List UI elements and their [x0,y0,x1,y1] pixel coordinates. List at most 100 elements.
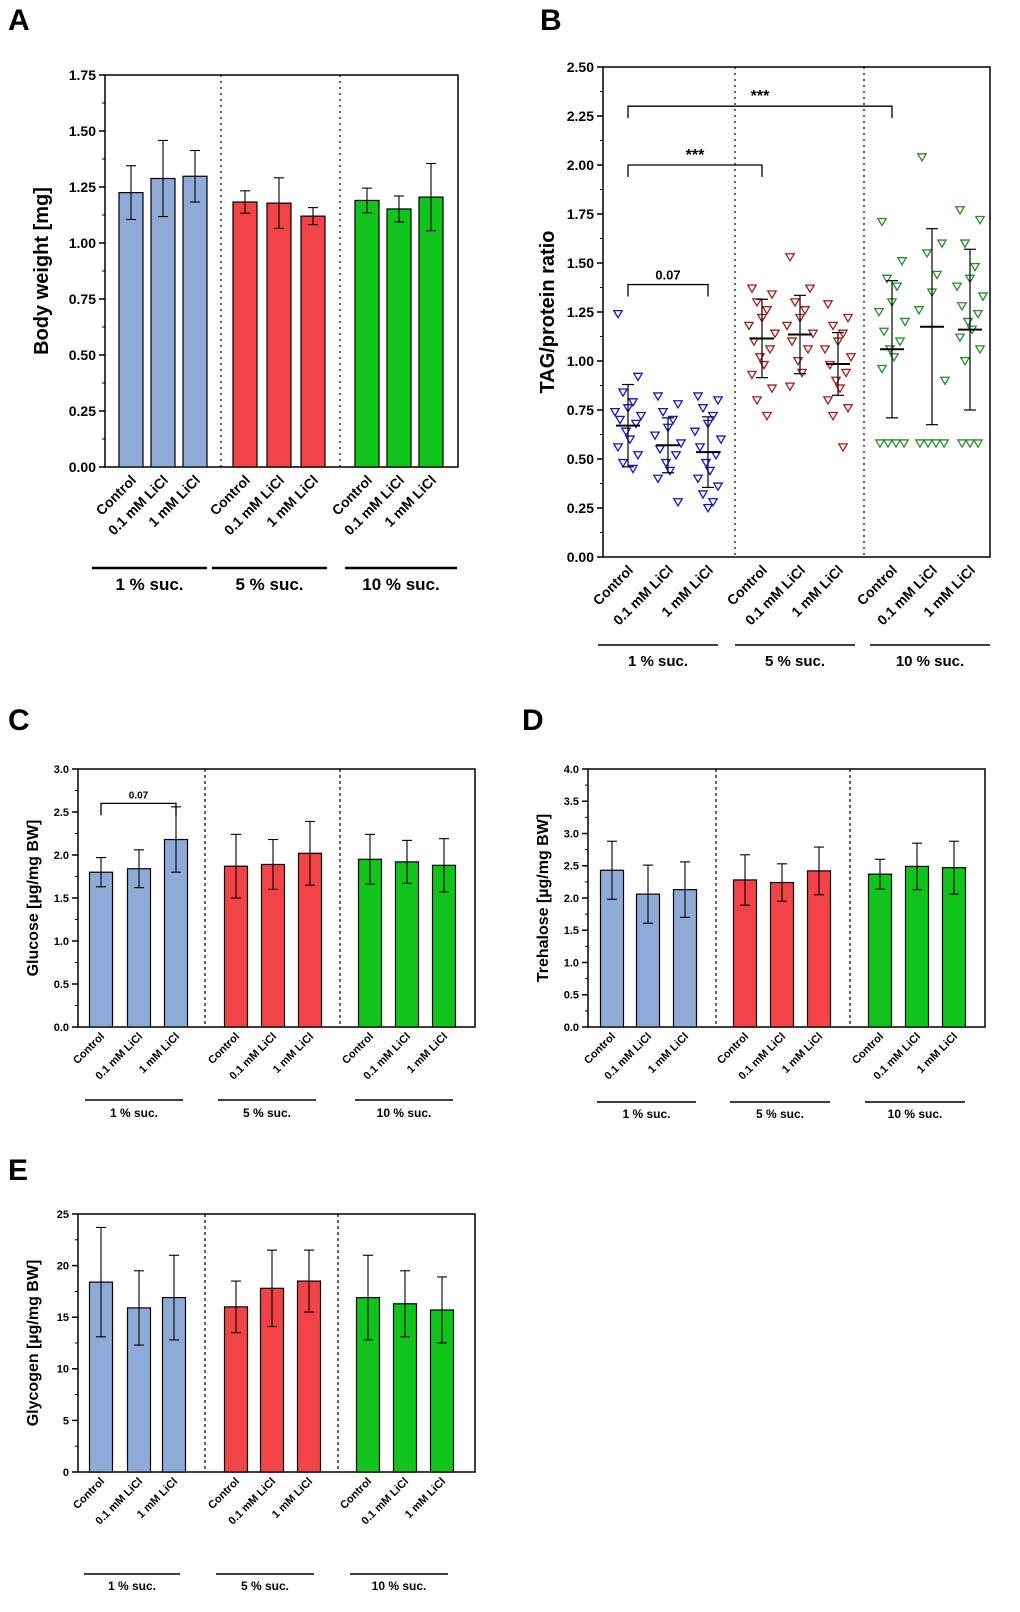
chart-c-category-label: 1 mM LiCl [137,1031,182,1076]
chart-c-ytick-label: 2.0 [54,850,69,862]
chart-e-category-label: Control [206,1476,242,1512]
chart-a-bar [386,208,412,468]
chart-c-group-label: 10 % suc. [377,1106,432,1120]
chart-d-bar [769,881,795,1028]
chart-a-ytick-label: 0.00 [69,459,96,475]
chart-a-ytick-label: 1.25 [69,179,96,195]
chart-b-point [657,407,669,418]
chart-a-ytick-label: 1.50 [69,123,96,139]
chart-c-category-label: Control [340,1031,376,1067]
chart-b-point [704,466,716,476]
chart-d-group-label: 5 % suc. [756,1107,804,1121]
chart-b-point [632,451,644,461]
panel-letter: C [8,704,30,737]
chart-b-point [660,458,672,468]
chart-b-point [936,239,948,249]
chart-c-category-label: Control [71,1031,107,1067]
chart-b-ytick-label: 0.50 [567,451,594,467]
chart-c-significance-bracket [100,802,177,816]
chart-d-ytick-label: 3.5 [564,796,579,808]
chart-d-ytick-label: 0.5 [564,990,579,1002]
chart-b-point [922,439,934,449]
chart-b-point [954,206,966,216]
chart-c-significance-label: 0.07 [129,790,149,801]
chart-e-category-label: Control [71,1476,107,1512]
chart-a-bar [182,175,208,468]
chart-b-point [921,249,933,259]
chart-b-ytick-label: 1.50 [567,255,594,271]
chart-b-point [761,306,773,316]
chart-a-ytick-label: 0.25 [69,403,96,419]
chart-b-point [609,407,621,418]
chart-a-group-label: 10 % suc. [362,575,440,594]
chart-e-ytick-label: 20 [57,1260,69,1272]
chart-b-ytick-label: 0.25 [567,500,594,516]
chart-a-ylabel: Body weight [mg] [31,187,53,355]
chart-a-bar [418,196,444,468]
chart-c-ytick-label: 0.5 [54,979,69,991]
chart-d-category-label: Control [715,1031,751,1067]
chart-b-point [754,353,766,363]
chart-d-ytick-label: 1.0 [564,957,579,969]
chart-e-ylabel: Glycogen [µg/mg BW] [25,1260,42,1427]
chart-b-point [712,396,724,406]
chart-b-point [827,321,839,331]
chart-a-bar [232,201,258,468]
chart-b-point [974,345,986,355]
chart-b-point [612,443,624,453]
chart-b-point [837,329,849,339]
chart-a: A 0.00 0.25 0.50 0.75 1.00 1.25 1.50 1.75 Body we… [8,4,459,594]
panel-letter: E [8,1154,28,1187]
chart-b-point [697,404,709,414]
chart-b: B 0.00 0.25 0.50 0.75 1.00 1.25 1.50 1.75 2.00 2.2… [537,4,991,670]
chart-b-point [951,282,963,292]
chart-b-ytick-label: 1.75 [567,206,594,222]
chart-d-category-label: Control [850,1031,886,1067]
chart-b-point [624,435,636,445]
chart-b-point [969,262,981,272]
chart-d-ytick-label: 4.0 [564,764,579,776]
chart-d-ytick-label: 1.5 [564,925,579,937]
chart-b-point [891,282,903,292]
chart-b-point [804,284,816,294]
chart-b-point [692,392,704,402]
chart-b-point [617,458,629,468]
chart-b-point [956,439,968,449]
chart-d-ytick-label: 2.5 [564,861,579,873]
chart-e-ytick-label: 5 [63,1415,69,1427]
chart-b-point [972,309,984,320]
chart-d-category-label: 1 mM LiCl [780,1031,825,1076]
chart-c-ylabel: Glucose [µg/mg BW] [25,820,42,977]
chart-b-group-label: 5 % suc. [765,653,825,670]
chart-e-group-label: 10 % suc. [372,1579,427,1593]
chart-b-point [781,321,793,331]
chart-b-ytick-label: 0.00 [567,549,594,565]
chart-b-point [898,439,910,449]
chart-b-point [614,415,626,425]
chart-b-point [654,445,666,455]
panel-letter: D [522,704,544,737]
chart-b-ytick-label: 2.00 [567,157,594,173]
chart-b-point [876,217,888,227]
chart-d-category-label: 1 mM LiCl [915,1031,960,1076]
chart-b-point [824,360,836,370]
chart-b-ytick-label: 2.50 [567,59,594,75]
chart-b-point [977,292,989,302]
chart-b-point [612,309,624,320]
chart-c-ytick-label: 3.0 [54,764,69,776]
chart-b-point [784,382,796,392]
chart-d-ytick-label: 2.0 [564,893,579,905]
chart-b-ylabel: TAG/protein ratio [537,231,559,394]
chart-b-significance-label: *** [686,147,705,164]
chart-b-point [916,153,928,163]
chart-c-category-label: 1 mM LiCl [405,1031,450,1076]
chart-b-point [874,439,886,449]
chart-b-point [894,337,906,347]
chart-d-group-label: 10 % suc. [888,1107,943,1121]
chart-b-ytick-label: 0.75 [567,402,594,418]
chart-b-point [830,376,842,386]
chart-b-point [670,451,682,461]
chart-b-point [914,439,926,449]
chart-b-point [652,392,664,402]
